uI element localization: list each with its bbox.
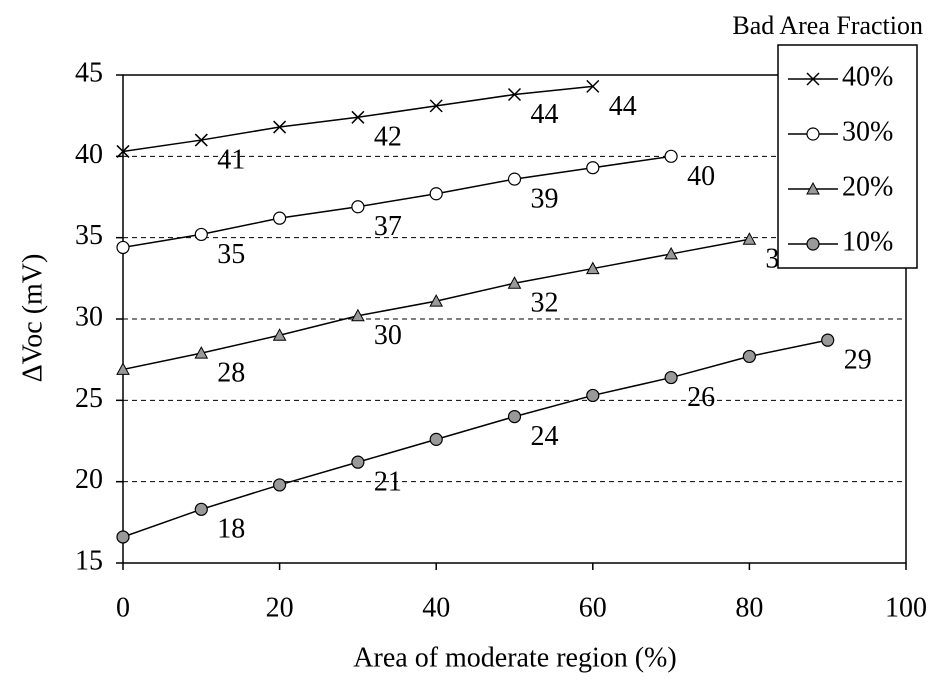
data-point (273, 120, 287, 134)
data-point (194, 346, 209, 359)
legend-title: Bad Area Fraction (732, 11, 923, 40)
series-line (122, 85, 593, 153)
data-label: 44 (609, 91, 637, 122)
legend-marker (806, 181, 820, 195)
x-tick-label: 100 (885, 592, 927, 623)
y-tick-label: 20 (75, 464, 103, 495)
x-tick-label: 40 (422, 592, 450, 623)
y-tick-label: 35 (75, 220, 103, 251)
data-point (586, 388, 600, 403)
series-line (122, 155, 672, 249)
data-label: 30 (374, 320, 402, 351)
data-point (429, 294, 444, 307)
legend-marker (806, 237, 820, 251)
y-tick-label: 25 (75, 383, 103, 414)
data-point (116, 362, 130, 375)
legend-marker (806, 127, 820, 141)
data-point (116, 530, 130, 544)
data-point (586, 79, 600, 93)
x-axis-title: Area of moderate region (%) (353, 642, 676, 673)
data-label: 18 (217, 514, 245, 545)
data-point (742, 232, 757, 245)
legend-label: 30% (842, 116, 893, 147)
data-label: 42 (374, 122, 402, 153)
legend-label: 10% (842, 226, 893, 257)
data-point (351, 200, 365, 214)
data-point (116, 144, 130, 158)
data-point (586, 161, 600, 175)
data-point (194, 502, 208, 516)
data-point (664, 149, 678, 163)
data-point (272, 328, 287, 341)
y-axis-title: ΔVoc (mV) (17, 254, 48, 383)
plot-frame (122, 74, 907, 564)
legend-label: 40% (842, 61, 893, 92)
data-label: 21 (374, 467, 402, 498)
data-label: 37 (374, 211, 402, 242)
data-point (507, 276, 522, 289)
data-label: 44 (531, 99, 559, 130)
data-label: 24 (531, 421, 559, 452)
x-tick-label: 80 (735, 592, 763, 623)
data-label: 41 (217, 144, 245, 175)
data-label: 28 (217, 358, 245, 389)
data-point (507, 172, 522, 186)
data-point (351, 455, 365, 469)
data-point (429, 432, 443, 446)
data-label: 35 (217, 239, 245, 270)
data-point (194, 133, 208, 147)
x-tick-label: 60 (579, 592, 607, 623)
data-point (351, 308, 365, 322)
data-point (507, 410, 522, 424)
data-point (507, 87, 522, 102)
data-point (742, 349, 757, 364)
y-tick-label: 15 (75, 545, 103, 576)
data-label: 40 (687, 161, 715, 192)
data-point (273, 478, 287, 492)
data-label: 26 (687, 382, 715, 413)
data-point (429, 99, 443, 113)
series-line (122, 339, 828, 538)
legend-box (777, 44, 918, 269)
data-point (194, 227, 208, 242)
y-tick-label: 30 (75, 301, 103, 332)
data-point (116, 240, 130, 255)
data-point (273, 211, 287, 225)
data-point (664, 246, 678, 260)
y-tick-label: 40 (75, 139, 103, 170)
data-label: 29 (844, 345, 872, 376)
data-point (585, 261, 600, 275)
data-label: 39 (531, 184, 559, 215)
data-point (429, 187, 443, 201)
data-point (664, 370, 678, 385)
legend-marker (806, 72, 820, 86)
x-tick-label: 20 (266, 592, 294, 623)
legend-label: 20% (842, 171, 893, 202)
data-label: 32 (531, 288, 559, 319)
y-tick-label: 45 (75, 57, 103, 88)
x-tick-label: 0 (116, 592, 130, 623)
data-point (821, 333, 835, 347)
data-point (351, 110, 365, 124)
